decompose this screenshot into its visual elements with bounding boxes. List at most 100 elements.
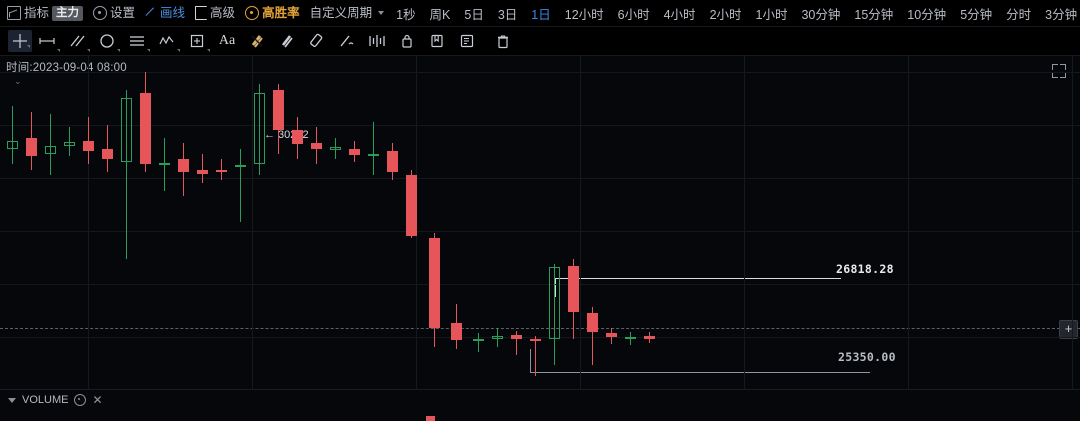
candlestick [25, 56, 37, 389]
timeframe-6h[interactable]: 6小时 [617, 7, 650, 22]
support-line-vertical[interactable] [530, 349, 532, 373]
candle-body [472, 338, 484, 341]
pane-collapse-icon[interactable]: ⌄ [14, 76, 22, 86]
close-icon[interactable]: ✕ [92, 393, 103, 407]
candlestick [450, 56, 462, 389]
timeframe-2h[interactable]: 2小时 [709, 7, 742, 22]
horizontal-lines-tool[interactable] [122, 27, 152, 56]
candle-wick [125, 90, 127, 260]
timeframe-3m[interactable]: 3分钟 [1045, 7, 1078, 22]
timeframe-intraday[interactable]: 分时 [1006, 7, 1032, 22]
candlestick [196, 56, 208, 389]
candle-body [158, 163, 170, 166]
list-edit-icon[interactable] [452, 27, 482, 56]
candle-body [291, 130, 303, 145]
candle-body [310, 143, 322, 149]
timeframe-12h[interactable]: 12小时 [564, 7, 604, 22]
add-alert-button[interactable]: + [1059, 320, 1078, 339]
grid-line-horizontal [0, 125, 1080, 126]
eraser-icon[interactable] [302, 27, 332, 56]
candlestick [367, 56, 379, 389]
resistance-line-vertical[interactable] [555, 278, 557, 297]
candle-body [25, 137, 37, 157]
candlestick [6, 56, 18, 389]
wave-tool[interactable] [152, 27, 182, 56]
candle-body [529, 338, 541, 341]
timeframe-1h[interactable]: 1小时 [755, 7, 788, 22]
circle-tool[interactable] [92, 27, 122, 56]
candle-body [215, 169, 227, 173]
text-tool[interactable]: Aa [218, 33, 236, 48]
candlestick [548, 56, 560, 389]
candle-wick [477, 333, 479, 352]
candle-wick [68, 127, 70, 157]
parallel-channel-tool[interactable] [62, 27, 92, 56]
grid-line-vertical [416, 56, 417, 389]
candlestick [472, 56, 484, 389]
candle-wick [49, 114, 51, 175]
candle-body [510, 335, 522, 339]
settings-menu[interactable]: 设置 [88, 0, 140, 27]
advanced-menu[interactable]: 高级 [190, 0, 240, 27]
timeframe-weekly[interactable]: 周K [429, 7, 451, 22]
candlestick [272, 56, 284, 389]
drawing-toolbar: Aa [0, 27, 1080, 56]
candle-wick [553, 263, 555, 366]
gear-icon [93, 6, 108, 20]
winrate-menu[interactable]: 高胜率 [240, 0, 305, 27]
candle-body [450, 322, 462, 340]
trash-icon[interactable] [488, 27, 518, 56]
price-chart-pane[interactable]: 时间:2023-09-04 08:00 ⌄ ← 30222 25234.76 →… [0, 56, 1080, 389]
magnet-active-icon[interactable] [242, 27, 272, 56]
gear-icon[interactable] [74, 394, 87, 406]
indicator-menu[interactable]: 指标 主力 [0, 0, 88, 27]
candle-body [272, 90, 284, 131]
timeframe-3d[interactable]: 3日 [497, 7, 518, 22]
target-icon [245, 6, 260, 20]
custom-period-selector[interactable]: 自定义周期 [305, 0, 390, 27]
candlestick [348, 56, 360, 389]
draw-mode-icon[interactable] [332, 27, 362, 56]
candlestick [63, 56, 75, 389]
hide-icon[interactable] [422, 27, 452, 56]
timeframe-4h[interactable]: 4小时 [663, 7, 696, 22]
resistance-line-horizontal[interactable] [555, 278, 841, 280]
candlestick [82, 56, 94, 389]
draw-menu[interactable]: 画线 [140, 0, 190, 27]
timeframe-5m[interactable]: 5分钟 [960, 7, 993, 22]
timeframe-1d[interactable]: 1日 [531, 7, 551, 22]
grid-line-vertical [908, 56, 909, 389]
candle-body [548, 267, 560, 339]
support-line-horizontal[interactable] [530, 372, 870, 374]
winrate-label: 高胜率 [262, 5, 300, 20]
candle-wick [11, 106, 13, 165]
timeframe-15m[interactable]: 15分钟 [854, 7, 894, 22]
candlestick [386, 56, 398, 389]
lock-icon[interactable] [392, 27, 422, 56]
candle-body [139, 93, 151, 165]
candlestick [234, 56, 246, 389]
candlestick [158, 56, 170, 389]
volume-header: VOLUME ✕ [8, 394, 103, 406]
timeframe-5d[interactable]: 5日 [464, 7, 484, 22]
magnet-icon[interactable] [272, 27, 302, 56]
timeframe-1s-cn[interactable]: 1秒 [396, 7, 416, 22]
candle-wick [496, 328, 498, 347]
timeframe-30m[interactable]: 30分钟 [801, 7, 841, 22]
volume-pane[interactable]: VOLUME ✕ [0, 389, 1080, 421]
expand-pane-icon[interactable] [1052, 64, 1066, 78]
volume-title: VOLUME [22, 394, 69, 406]
measure-icon[interactable] [362, 27, 392, 56]
grid-line-vertical [88, 56, 89, 389]
chevron-down-icon[interactable] [8, 397, 16, 403]
trendline-tool[interactable] [32, 27, 62, 56]
crosshair-tool[interactable] [8, 30, 32, 52]
candle-body [234, 165, 246, 168]
timeframe-10m[interactable]: 10分钟 [907, 7, 947, 22]
indicator-badge[interactable]: 主力 [52, 5, 84, 21]
candle-wick [515, 330, 517, 355]
rectangle-tool[interactable] [182, 27, 212, 56]
current-price-line [0, 328, 1080, 329]
chevron-down-icon [378, 11, 385, 15]
grid-line-horizontal [0, 284, 1080, 285]
